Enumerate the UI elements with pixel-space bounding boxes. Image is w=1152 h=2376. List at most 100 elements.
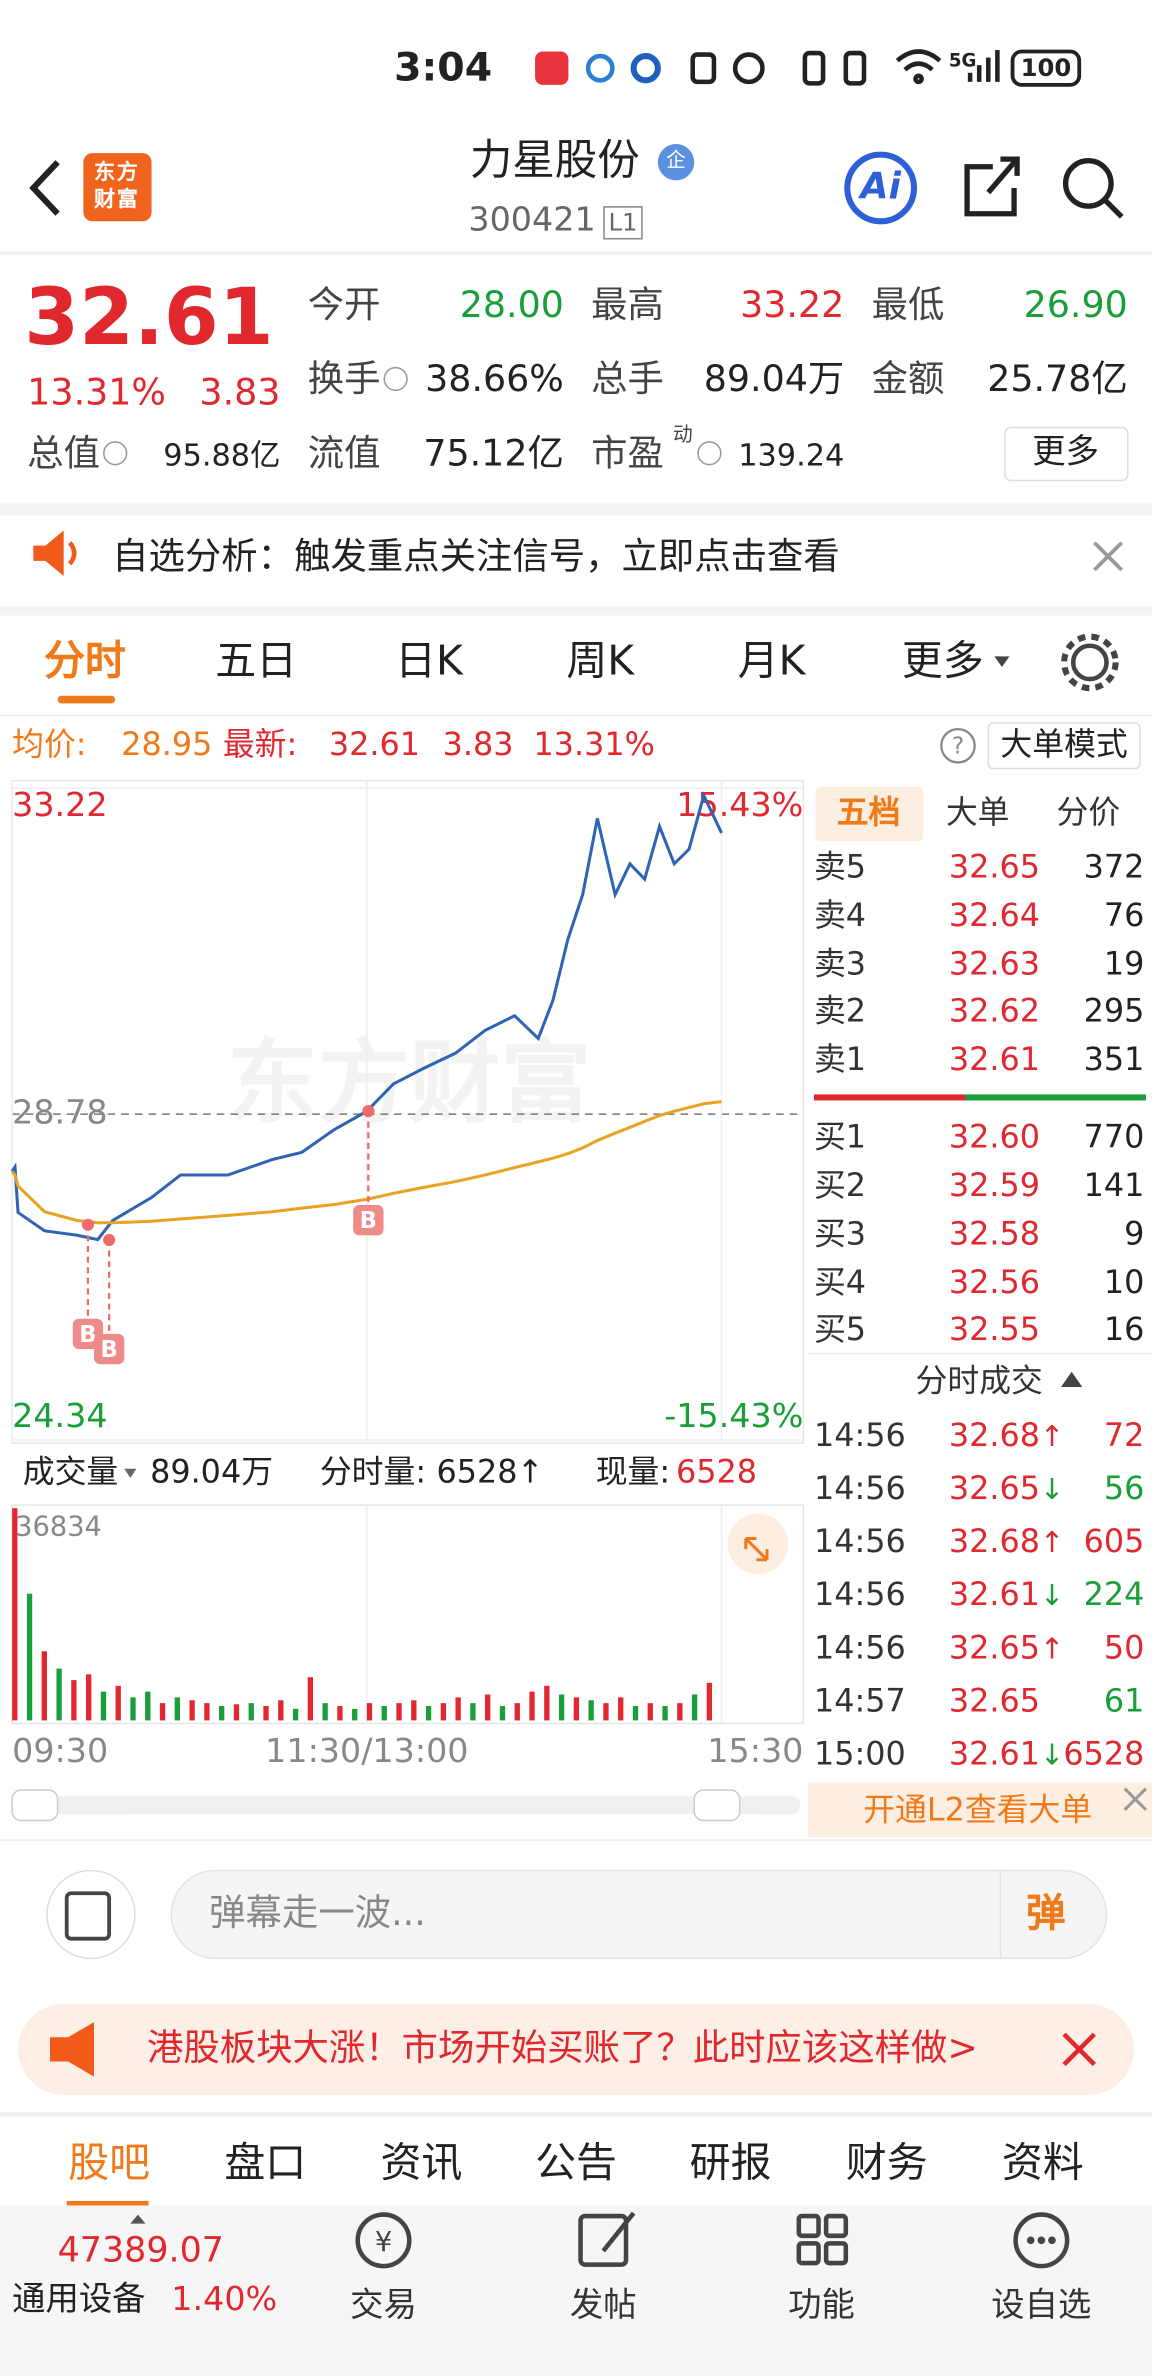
stat-value: 38.66% <box>425 358 564 401</box>
trade-price: 32.65 <box>948 1470 1041 1508</box>
chart-tab[interactable]: 月K <box>737 638 806 686</box>
stat-label: 金额 <box>871 358 945 401</box>
book-label: 卖1 <box>813 1041 867 1079</box>
more-button[interactable] <box>1004 426 1129 482</box>
l2-promo[interactable]: 开通L2查看大单 <box>863 1792 1093 1829</box>
logo-box <box>83 153 152 222</box>
stat-value: 28.00 <box>459 283 564 327</box>
chart-tab[interactable]: 五日 <box>215 638 298 686</box>
nav-item[interactable]: 功能 <box>788 2286 855 2325</box>
nav-item[interactable]: 交易 <box>350 2286 417 2325</box>
book-price: 32.63 <box>948 946 1041 983</box>
badge: 企 <box>666 149 686 173</box>
trades-title: 分时成交 <box>915 1363 1043 1400</box>
bottom-tab[interactable]: 公告 <box>535 2140 617 2188</box>
trade-price: 32.68 <box>948 1523 1041 1561</box>
nav-item[interactable]: 发帖 <box>569 2286 637 2325</box>
bottom-tab[interactable]: 研报 <box>689 2140 772 2188</box>
chart-tab[interactable]: 更多 <box>901 638 984 686</box>
badge-circle <box>657 144 695 181</box>
yen-glyph: ¥ <box>375 2227 392 2258</box>
chart-tab[interactable]: 日K <box>395 638 463 686</box>
comment-input[interactable] <box>170 1869 1108 1960</box>
mode-label[interactable]: 大单模式 <box>1000 726 1128 763</box>
trade-arrow: ↑ <box>1039 1419 1064 1454</box>
trade-arrow: ↓ <box>1039 1738 1064 1772</box>
trade-volume: 56 <box>1103 1470 1145 1508</box>
expand-button[interactable] <box>727 1513 789 1575</box>
bottom-tab[interactable]: 资讯 <box>380 2140 463 2188</box>
app-icon <box>585 53 615 83</box>
close-icon[interactable] <box>1093 541 1124 572</box>
ai-icon[interactable] <box>844 151 918 225</box>
book-price: 32.65 <box>948 849 1041 886</box>
volume-selector[interactable]: 成交量 <box>22 1454 119 1491</box>
more-button-label[interactable]: 更多 <box>1032 432 1099 471</box>
bottom-tab[interactable]: 盘口 <box>224 2140 307 2188</box>
book-tab[interactable]: 大单 <box>945 794 1010 832</box>
stat-value: 25.78亿 <box>987 358 1128 401</box>
book-label: 卖4 <box>813 897 867 935</box>
trade-time: 14:56 <box>813 1470 906 1508</box>
bottom-tab[interactable]: 资料 <box>1001 2140 1084 2188</box>
caret <box>124 1468 137 1478</box>
info-dot <box>697 441 722 466</box>
close-icon[interactable] <box>1062 2032 1097 2067</box>
trade-price: 32.61 <box>948 1736 1041 1773</box>
settings-icon[interactable] <box>1070 643 1109 682</box>
trade-arrow: ↑ <box>1039 1525 1064 1560</box>
change-pct: 13.31% <box>27 371 167 415</box>
share-icon[interactable] <box>964 156 1020 217</box>
latest-change-pct: 13.31% <box>533 726 655 763</box>
help-icon[interactable] <box>940 727 976 764</box>
ad-text[interactable]: 港股板块大涨！市场开始买账了？此时应该这样做> <box>147 2026 978 2070</box>
danmaku-button[interactable]: 弹 <box>1026 1891 1066 1937</box>
divider <box>0 606 1152 616</box>
book-tab[interactable]: 五档 <box>836 794 901 832</box>
close-icon[interactable] <box>1123 1787 1148 1811</box>
nav-icons <box>355 2211 1070 2269</box>
mode-button[interactable] <box>987 722 1141 770</box>
trade-time: 15:00 <box>813 1736 906 1773</box>
trade-time: 14:56 <box>813 1629 906 1667</box>
back-icon[interactable] <box>29 160 60 216</box>
stat-label: 流值 <box>307 432 381 475</box>
stat-value: 75.12亿 <box>423 432 564 475</box>
search-icon[interactable] <box>1062 158 1114 209</box>
latest-label: 最新: <box>222 726 298 763</box>
comment-placeholder[interactable]: 弹幕走一波... <box>209 1891 426 1935</box>
trade-volume: 72 <box>1103 1417 1145 1455</box>
scroll-handle[interactable] <box>11 1789 59 1822</box>
book-volume: 295 <box>1083 993 1145 1030</box>
signal-icons <box>690 49 1000 86</box>
scroll-handle[interactable] <box>693 1789 741 1822</box>
stat-label: 最低 <box>871 283 945 327</box>
book-price: 32.59 <box>948 1167 1041 1204</box>
book-tab[interactable]: 分价 <box>1056 794 1121 832</box>
trade-volume: 61 <box>1103 1682 1145 1720</box>
chart-tab[interactable]: 分时 <box>43 638 126 686</box>
trade-arrow: ↑ <box>1039 1632 1064 1666</box>
stat-label: 换手 <box>307 358 381 401</box>
bottom-tab[interactable]: 财务 <box>845 2140 928 2188</box>
scroll-track <box>12 1796 801 1815</box>
index-value[interactable]: 47389.07 <box>57 2231 224 2271</box>
trade-volume: 224 <box>1083 1576 1145 1614</box>
ratio-bar-green <box>965 1094 1146 1101</box>
book-volume: 351 <box>1083 1041 1145 1079</box>
danmaku-toggle[interactable] <box>46 1869 136 1960</box>
ad-banner[interactable] <box>18 2003 1134 2095</box>
minute-volume: 6528 <box>436 1454 518 1491</box>
settings-icon <box>1061 633 1119 692</box>
trade-price: 32.68 <box>948 1417 1041 1455</box>
chart-tab[interactable]: 周K <box>566 638 635 686</box>
stat-value: 89.04万 <box>703 358 845 401</box>
latest-price: 32.61 <box>328 726 421 763</box>
book-price: 32.58 <box>948 1216 1041 1253</box>
nav-item[interactable]: 设自选 <box>991 2286 1092 2325</box>
help-label: ? <box>951 731 965 759</box>
notice[interactable]: 自选分析：触发重点关注信号，立即点击查看 <box>112 535 840 578</box>
bottom-tab[interactable]: 股吧 <box>68 2140 151 2188</box>
book-volume: 141 <box>1083 1167 1145 1204</box>
